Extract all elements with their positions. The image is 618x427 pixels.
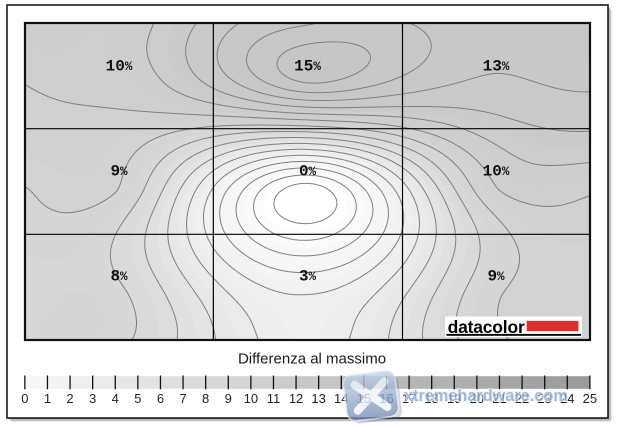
- svg-text:10%: 10%: [483, 163, 510, 181]
- svg-text:9%: 9%: [110, 163, 128, 181]
- svg-text:2: 2: [66, 391, 73, 406]
- svg-text:10%: 10%: [106, 58, 133, 76]
- svg-text:19: 19: [447, 391, 461, 406]
- svg-text:13: 13: [311, 391, 325, 406]
- svg-text:6: 6: [157, 391, 164, 406]
- svg-text:12: 12: [289, 391, 303, 406]
- svg-text:23: 23: [537, 391, 551, 406]
- svg-text:22: 22: [515, 391, 529, 406]
- svg-text:1: 1: [44, 391, 51, 406]
- svg-text:5: 5: [134, 391, 141, 406]
- svg-text:20: 20: [470, 391, 484, 406]
- svg-text:9: 9: [225, 391, 232, 406]
- svg-text:11: 11: [267, 391, 281, 406]
- svg-text:13%: 13%: [483, 58, 510, 76]
- svg-text:21: 21: [492, 391, 506, 406]
- svg-text:Differenza al massimo: Differenza al massimo: [238, 351, 386, 368]
- svg-text:10: 10: [244, 391, 258, 406]
- svg-text:24: 24: [560, 391, 574, 406]
- svg-text:7: 7: [179, 391, 186, 406]
- svg-text:xtremehardware.com: xtremehardware.com: [404, 387, 568, 405]
- svg-text:8: 8: [202, 391, 209, 406]
- svg-text:3%: 3%: [299, 268, 317, 286]
- svg-text:0: 0: [21, 391, 28, 406]
- svg-text:8%: 8%: [110, 268, 128, 286]
- svg-text:datacolor: datacolor: [448, 317, 525, 337]
- svg-text:9%: 9%: [487, 268, 505, 286]
- svg-text:25: 25: [583, 391, 597, 406]
- svg-text:4: 4: [112, 391, 119, 406]
- svg-text:18: 18: [424, 391, 438, 406]
- svg-text:3: 3: [89, 391, 96, 406]
- svg-text:15%: 15%: [294, 58, 321, 76]
- svg-text:17: 17: [402, 391, 416, 406]
- svg-text:0%: 0%: [299, 163, 317, 181]
